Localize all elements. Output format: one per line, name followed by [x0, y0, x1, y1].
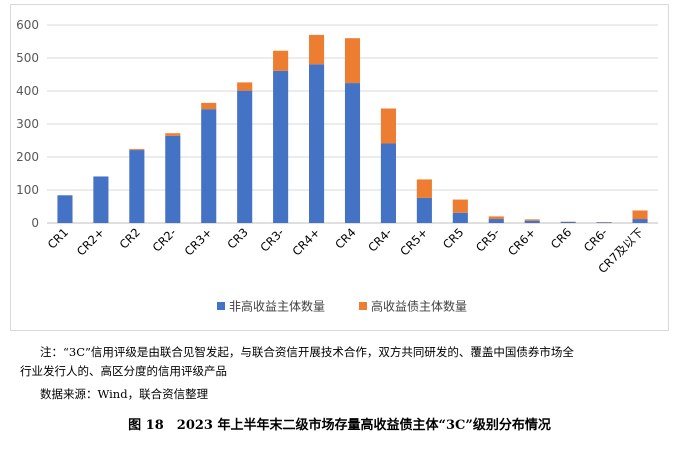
bar-non-high-yield-CR6: [560, 222, 576, 223]
x-tick-label: CR1: [45, 225, 71, 251]
bar-high-yield-CR5+: [416, 179, 432, 198]
bar-high-yield-CR5: [452, 199, 468, 213]
bar-non-high-yield-CR4: [344, 83, 361, 223]
bar-non-high-yield-CR6+: [524, 220, 540, 223]
bar-non-high-yield-CR3-: [273, 70, 289, 224]
y-tick-label: 200: [16, 150, 39, 164]
legend-label: 高收益债主体数量: [371, 299, 467, 314]
bar-non-high-yield-CR1: [57, 195, 73, 223]
y-tick-label: 100: [16, 183, 39, 197]
bar-high-yield-CR2: [129, 149, 145, 151]
chart-frame: 0 100 200 300 400 500 600 CR1 CR2+ CR2 CR2- CR3+ CR…: [10, 4, 669, 331]
legend-label: 非高收益主体数量: [229, 299, 325, 314]
x-axis-ticks: CR1 CR2+ CR2 CR2- CR3+ CR3 CR3- CR4+ CR4 CR4- CR5+…: [45, 225, 646, 276]
legend: 非高收益主体数量 高收益债主体数量: [217, 299, 467, 314]
bar-non-high-yield-CR2+: [93, 176, 109, 223]
bar-high-yield-CR4-: [380, 108, 396, 144]
bars: [57, 34, 648, 224]
y-tick-label: 300: [16, 117, 39, 131]
legend-swatch: [359, 302, 367, 310]
bar-non-high-yield-CR4+: [309, 64, 325, 223]
bar-non-high-yield-CR2: [129, 150, 145, 223]
bar-non-high-yield-CR2-: [165, 135, 181, 223]
x-tick-label: CR4-: [365, 225, 394, 254]
chart-note: 注：“3C”信用评级是由联合见智发起，与联合资信开展技术合作，双方共同研发的、覆…: [20, 343, 670, 381]
figure-caption: 图 18 2023 年上半年末二级市场存量高收益债主体“3C”级别分布情况: [128, 418, 551, 433]
bar-high-yield-CR3+: [201, 102, 217, 110]
x-tick-label: CR6-: [581, 225, 610, 254]
y-tick-label: 500: [16, 51, 39, 65]
bar-non-high-yield-CR3+: [201, 109, 217, 223]
note-line-2: 行业发行人的、高区分度的信用评级产品: [20, 364, 227, 378]
y-tick-label: 0: [31, 216, 39, 230]
bar-non-high-yield-CR4-: [380, 143, 396, 223]
bar-high-yield-CR4+: [309, 34, 325, 65]
bar-non-high-yield-CR5: [452, 212, 468, 223]
x-tick-label: CR6+: [505, 225, 538, 258]
x-tick-label: CR4+: [289, 225, 322, 258]
bar-high-yield-CR3: [237, 82, 253, 91]
bar-non-high-yield-CR5+: [416, 197, 432, 223]
x-tick-label: CR4: [332, 225, 358, 251]
legend-swatch: [217, 302, 225, 310]
bar-non-high-yield-CR6-: [596, 222, 612, 223]
y-tick-label: 600: [16, 18, 39, 32]
bar-non-high-yield-CR3: [237, 90, 253, 223]
x-tick-label: CR2-: [150, 225, 179, 254]
x-tick-label: CR5-: [473, 225, 502, 254]
x-tick-label: CR3: [224, 225, 250, 251]
x-tick-label: CR2: [117, 225, 143, 251]
bar-high-yield-CR7及以下: [632, 210, 648, 220]
x-tick-label: CR5: [440, 225, 466, 251]
x-tick-label: CR2+: [74, 225, 107, 258]
x-tick-label: CR3-: [257, 225, 286, 254]
x-tick-label: CR6: [548, 225, 574, 251]
y-axis-ticks: 0 100 200 300 400 500 600: [16, 18, 39, 230]
x-tick-label: CR5+: [397, 225, 430, 258]
bar-high-yield-CR3-: [273, 50, 289, 71]
bar-non-high-yield-CR5-: [488, 219, 504, 223]
bar-high-yield-CR2-: [165, 133, 181, 136]
bar-high-yield-CR5-: [488, 216, 504, 220]
data-source: 数据来源：Wind，联合资信整理: [40, 387, 209, 401]
note-line-1: 注：“3C”信用评级是由联合见智发起，与联合资信开展技术合作，双方共同研发的、覆…: [40, 345, 574, 359]
y-tick-label: 400: [16, 84, 39, 98]
bar-non-high-yield-CR7及以下: [632, 219, 648, 223]
x-tick-label: CR3+: [182, 225, 215, 258]
bar-high-yield-CR4: [344, 38, 361, 84]
bar-high-yield-CR6+: [524, 219, 540, 221]
